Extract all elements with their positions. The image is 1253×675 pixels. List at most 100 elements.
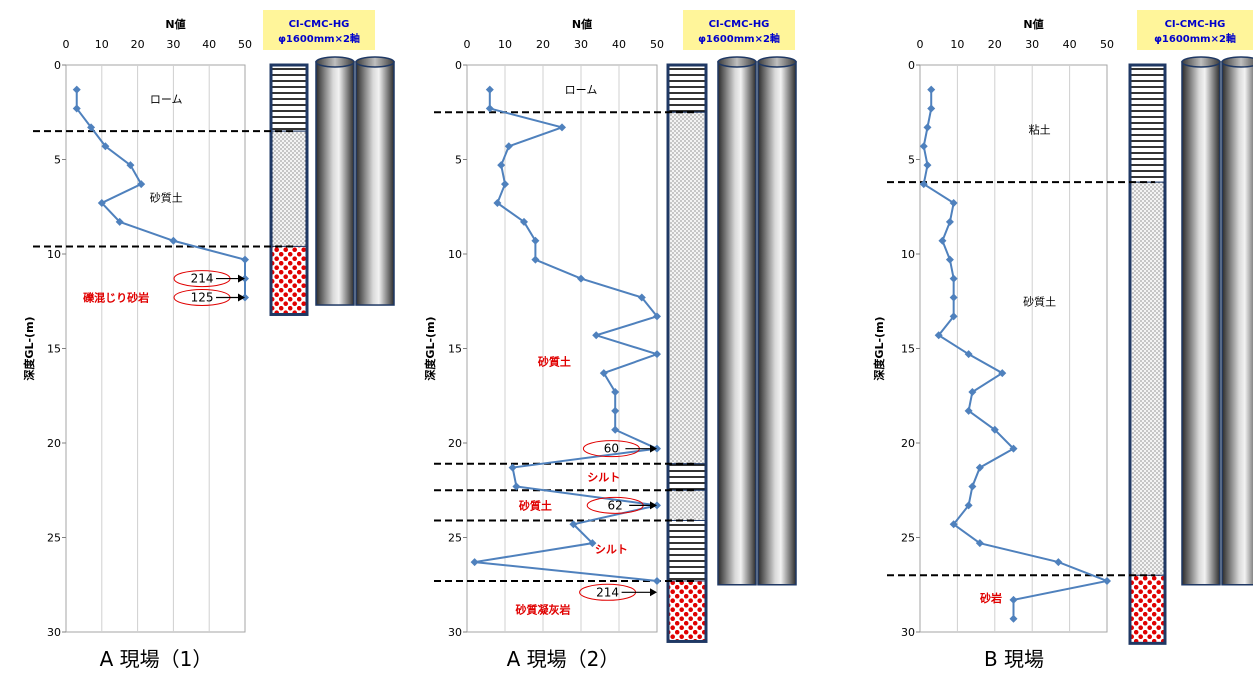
callout-arrowhead	[650, 588, 657, 597]
y-tick-label: 10	[448, 248, 462, 261]
y-tick-label: 30	[47, 626, 61, 639]
strata-column	[269, 63, 309, 316]
n-value-point	[990, 425, 999, 434]
stratum-clay	[270, 64, 308, 132]
n-value-point	[72, 104, 81, 113]
n-value-point	[949, 293, 958, 302]
stratum-sand	[1129, 181, 1166, 576]
callout-arrowhead	[238, 293, 245, 302]
n-value-point	[975, 539, 984, 548]
x-tick-label: 10	[498, 38, 512, 51]
pile-body	[315, 61, 355, 306]
layer-label: シルト	[587, 471, 620, 484]
n-value-point	[919, 180, 928, 189]
n-value-point	[72, 85, 81, 94]
n-value-point	[949, 312, 958, 321]
stratum-clay	[1129, 64, 1166, 183]
callout-value: 60	[604, 442, 619, 456]
n-value-point	[923, 161, 932, 170]
y-tick-label: 20	[448, 437, 462, 450]
n-value-point	[949, 274, 958, 283]
y-tick-label: 20	[47, 437, 61, 450]
stratum-sand	[667, 489, 707, 521]
n-value-point	[588, 539, 597, 548]
legend-text: φ1600mm×2軸	[1154, 32, 1236, 45]
x-tick-label: 20	[131, 38, 145, 51]
x-axis-title: N値	[572, 17, 592, 31]
pile-top	[315, 56, 355, 68]
y-tick-label: 0	[54, 59, 61, 72]
x-tick-label: 0	[464, 38, 471, 51]
stratum-sand	[667, 111, 707, 465]
layer-label: 砂質凝灰岩	[516, 602, 571, 616]
x-tick-label: 20	[536, 38, 550, 51]
callout: 125	[173, 288, 245, 306]
callout-arrowhead	[650, 444, 657, 453]
y-tick-label: 5	[455, 154, 462, 167]
stratum-clay	[667, 64, 707, 113]
layer-label: ローム	[150, 93, 183, 106]
n-value-point	[927, 85, 936, 94]
n-value-point	[945, 217, 954, 226]
legend-text: φ1600mm×2軸	[278, 32, 360, 45]
n-value-point	[949, 198, 958, 207]
n-value-point	[137, 180, 146, 189]
strata-column-frame	[666, 63, 708, 643]
legend-box	[683, 10, 795, 50]
layer-label: シルト	[595, 543, 628, 556]
pile-body	[757, 61, 797, 586]
plot-area	[65, 64, 246, 633]
n-value-point	[968, 482, 977, 491]
stratum-sand	[270, 130, 308, 247]
n-value-point	[531, 255, 540, 264]
y-tick-label: 25	[901, 532, 915, 545]
x-axis-title: N値	[165, 17, 185, 31]
callout-arrowhead	[650, 501, 657, 510]
n-value-point	[1009, 614, 1018, 623]
n-value-point	[512, 482, 521, 491]
n-value-point	[938, 236, 947, 245]
legend: CI-CMC-HG φ1600mm×2軸	[683, 10, 795, 50]
pile-top	[355, 56, 395, 68]
n-value-point	[998, 369, 1007, 378]
n-value-point	[975, 463, 984, 472]
n-value-point	[1054, 558, 1063, 567]
layer-label: ローム	[565, 84, 598, 97]
plot-area	[466, 64, 658, 633]
layer-label: 砂岩	[980, 591, 1002, 605]
callout-value: 62	[608, 498, 623, 512]
n-value-point	[592, 331, 601, 340]
n-value-point	[653, 576, 661, 585]
pile-top	[717, 56, 757, 68]
pile-cylinder	[315, 56, 355, 306]
x-tick-label: 50	[238, 38, 252, 51]
n-value-point	[964, 350, 973, 359]
y-tick-label: 5	[54, 154, 61, 167]
n-value-point	[497, 161, 506, 170]
x-tick-label: 0	[917, 38, 924, 51]
x-tick-label: 50	[1100, 38, 1114, 51]
n-value-point	[923, 123, 932, 132]
x-tick-label: 30	[574, 38, 588, 51]
callout: 214	[173, 270, 245, 288]
y-axis-title: 深度GL-(m)	[423, 316, 437, 380]
x-tick-label: 50	[650, 38, 664, 51]
n-value-point	[637, 293, 646, 302]
layer-label: 砂質土	[538, 355, 571, 369]
n-value-point	[968, 387, 977, 396]
n-value-point	[97, 198, 106, 207]
pile-body	[1181, 61, 1221, 586]
n-value-point	[611, 425, 620, 434]
y-tick-label: 15	[448, 343, 462, 356]
callout: 60	[582, 440, 657, 458]
stratum-clay	[667, 463, 707, 491]
pile-cylinder	[355, 56, 395, 306]
layer-label: 粘土	[1029, 122, 1051, 136]
callout-value: 125	[191, 290, 214, 304]
legend-box	[263, 10, 375, 50]
callout-value: 214	[596, 585, 619, 599]
y-tick-label: 10	[901, 248, 915, 261]
n-value-point	[520, 217, 528, 226]
strata-column	[666, 63, 708, 643]
